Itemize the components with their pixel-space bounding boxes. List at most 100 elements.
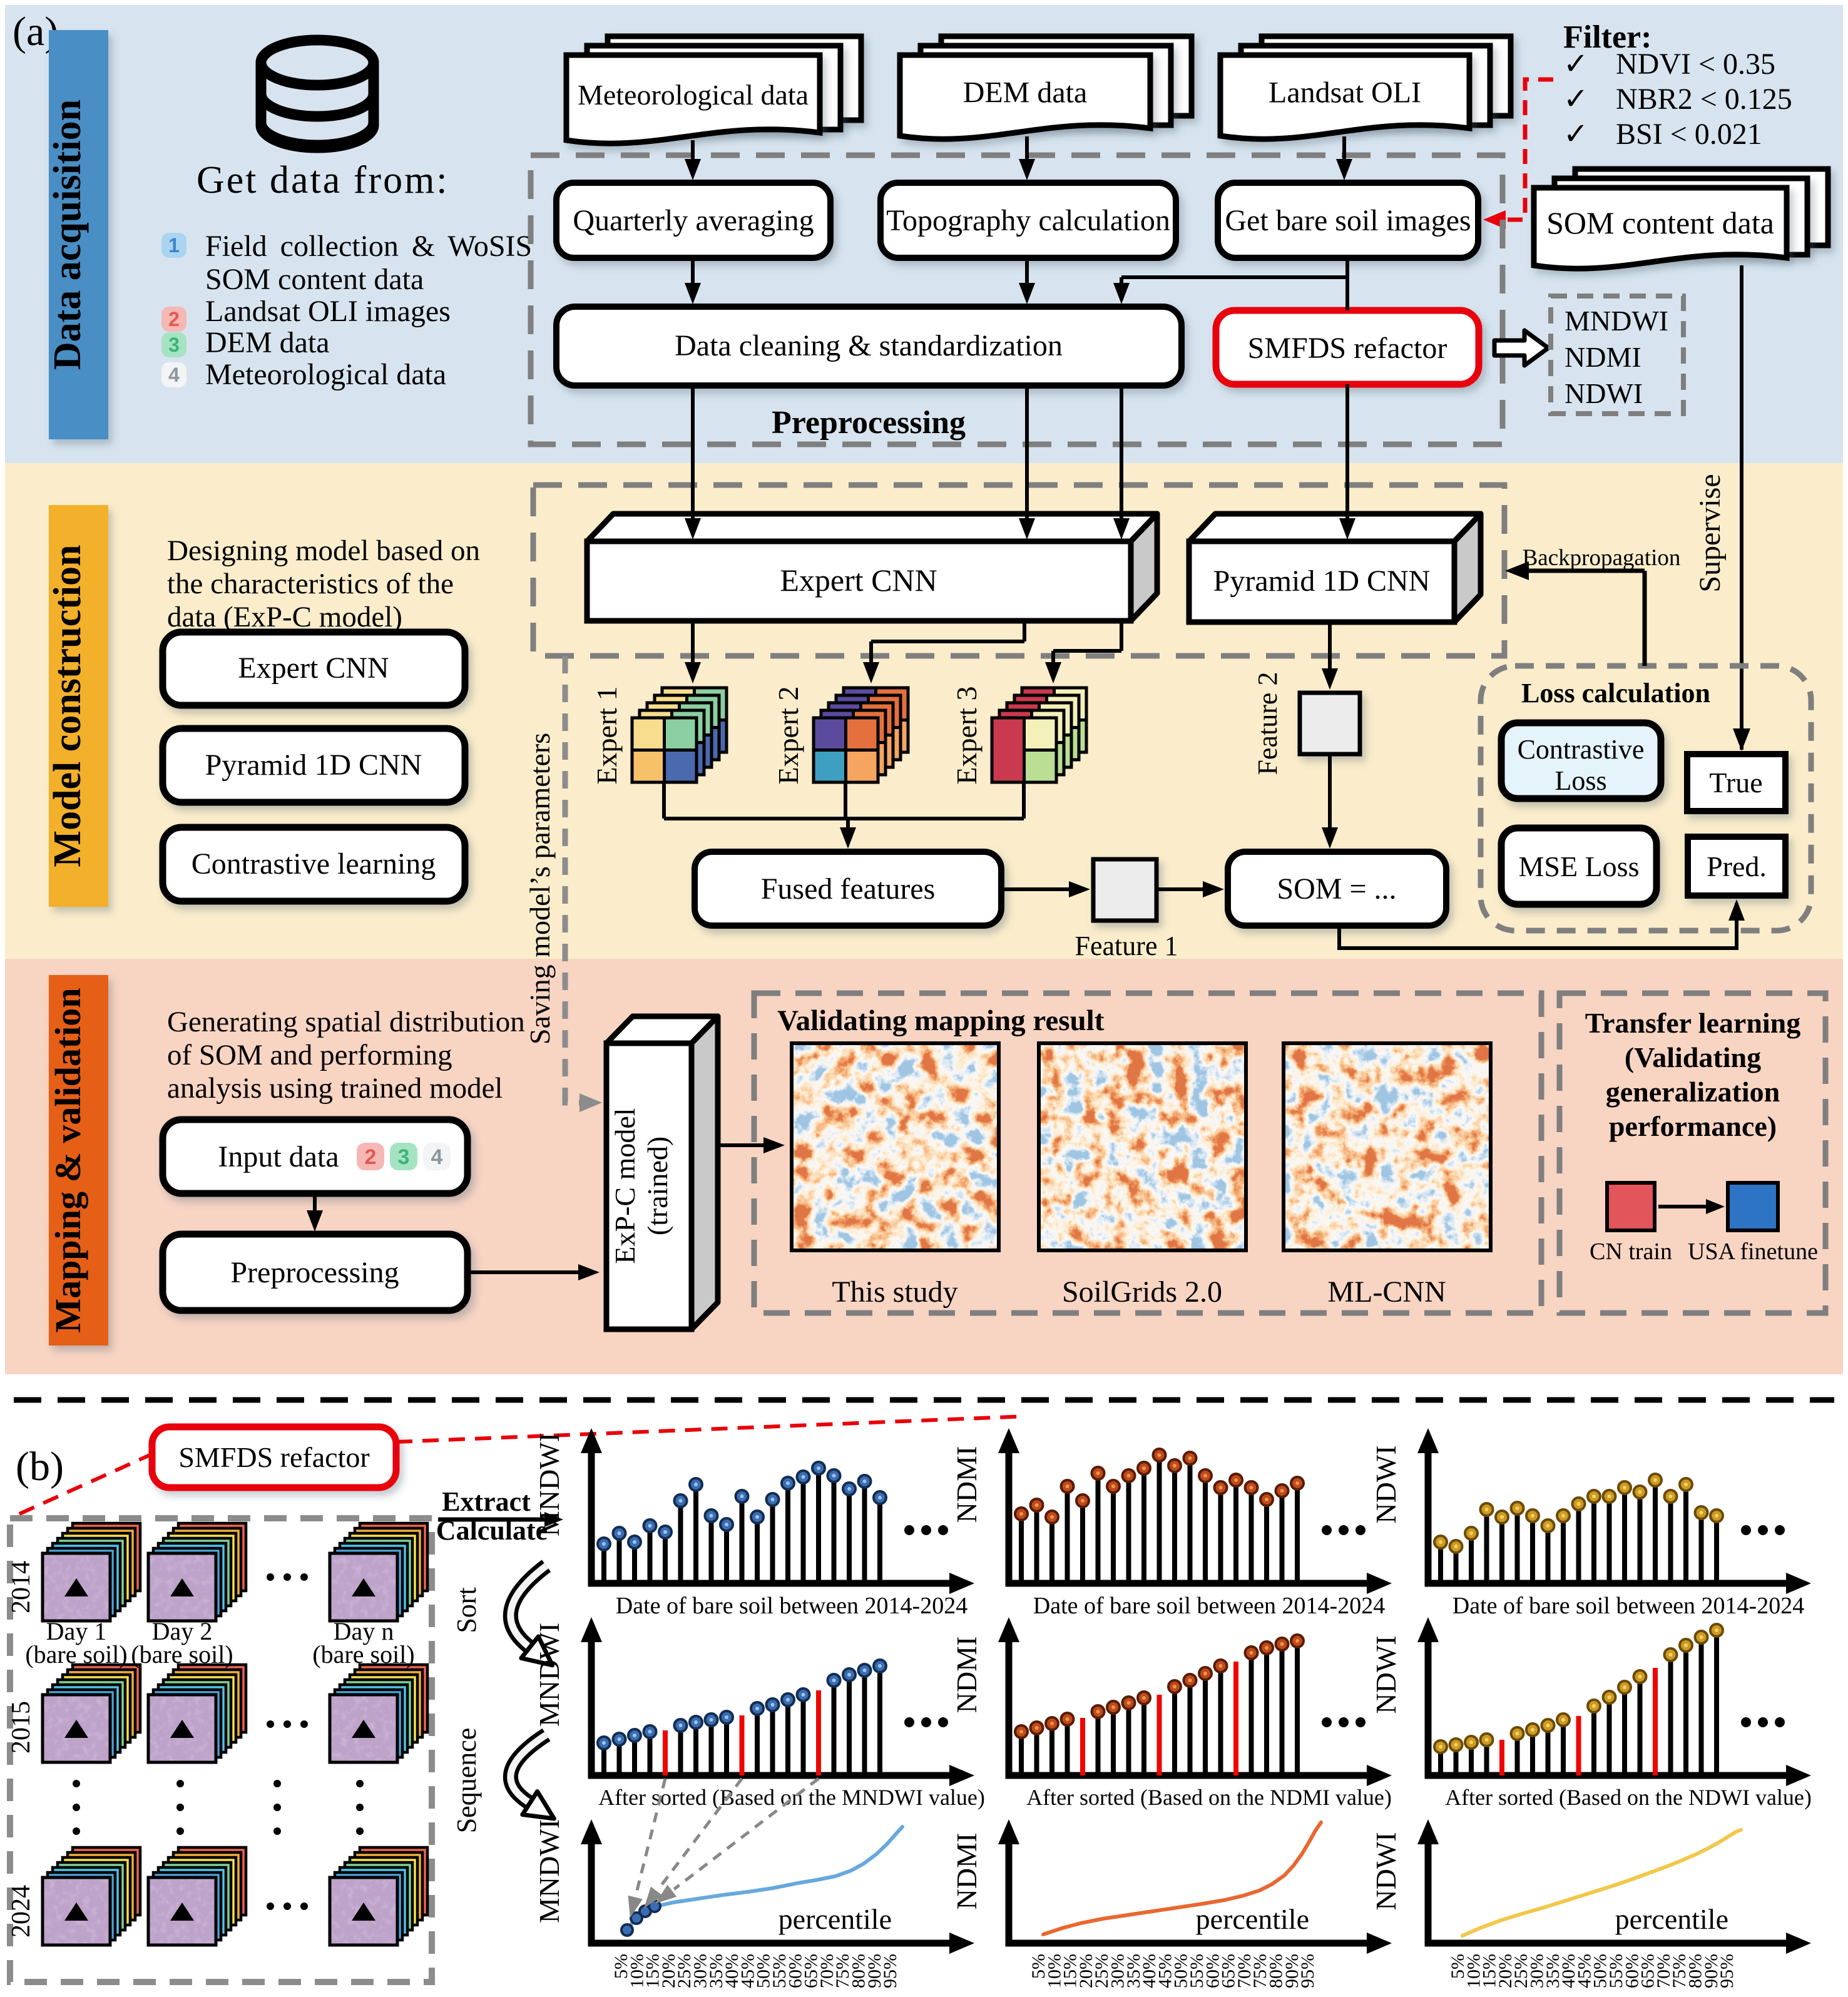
svg-text:60%: 60%: [1621, 1954, 1642, 1988]
svg-text:Expert 1: Expert 1: [591, 686, 623, 784]
svg-text:75%: 75%: [832, 1954, 853, 1988]
svg-text:Validating mapping result: Validating mapping result: [777, 1004, 1105, 1037]
svg-text:Topography calculation: Topography calculation: [886, 204, 1170, 237]
svg-text:Date of bare soil between 2014: Date of bare soil between 2014-2024: [1452, 1593, 1804, 1619]
svg-text:Expert CNN: Expert CNN: [238, 651, 389, 685]
svg-text:65%: 65%: [801, 1954, 822, 1988]
svg-text:Get data from:: Get data from:: [197, 159, 449, 202]
svg-text:SMFDS refactor: SMFDS refactor: [1248, 332, 1447, 365]
svg-text:10%: 10%: [1044, 1954, 1064, 1988]
svg-text:performance): performance): [1609, 1110, 1777, 1142]
svg-text:SOM = ...: SOM = ...: [1277, 872, 1396, 906]
svg-text:10%: 10%: [1463, 1954, 1484, 1988]
svg-text:55%: 55%: [769, 1954, 790, 1988]
svg-text:MNDWI: MNDWI: [533, 1819, 565, 1923]
svg-text:60%: 60%: [785, 1954, 805, 1988]
svg-text:45%: 45%: [1574, 1954, 1595, 1988]
svg-text:Supervise: Supervise: [1693, 474, 1727, 592]
svg-text:2015: 2015: [7, 1701, 36, 1754]
svg-text:60%: 60%: [1202, 1954, 1223, 1988]
svg-text:the characteristics of the: the characteristics of the: [167, 568, 454, 600]
svg-text:Landsat OLI: Landsat OLI: [1269, 76, 1421, 110]
svg-text:35%: 35%: [706, 1954, 727, 1988]
svg-text:Pyramid 1D CNN: Pyramid 1D CNN: [205, 748, 422, 782]
svg-text:percentile: percentile: [1196, 1903, 1309, 1935]
svg-text:Day n: Day n: [334, 1617, 394, 1645]
svg-text:2: 2: [168, 308, 180, 330]
svg-text:SoilGrids 2.0: SoilGrids 2.0: [1062, 1275, 1222, 1309]
svg-text:95%: 95%: [880, 1954, 901, 1988]
svg-text:Expert 2: Expert 2: [772, 686, 804, 784]
svg-text:SMFDS refactor: SMFDS refactor: [178, 1441, 369, 1473]
svg-text:30%: 30%: [1527, 1954, 1548, 1988]
svg-text:3: 3: [398, 1145, 410, 1169]
svg-text:35%: 35%: [1543, 1954, 1563, 1988]
svg-text:Model construction: Model construction: [46, 545, 89, 867]
svg-text:NDMI: NDMI: [951, 1637, 983, 1714]
svg-text:90%: 90%: [864, 1954, 885, 1988]
svg-text:True: True: [1709, 767, 1762, 799]
svg-text:analysis using trained model: analysis using trained model: [167, 1072, 503, 1105]
svg-text:✓: ✓: [1563, 83, 1588, 116]
svg-text:Sequence: Sequence: [451, 1728, 482, 1834]
svg-text:80%: 80%: [1685, 1954, 1706, 1988]
svg-text:After sorted (Based on the NDM: After sorted (Based on the NDMI value): [1026, 1785, 1392, 1810]
svg-text:Sort: Sort: [451, 1587, 482, 1633]
svg-text:Field collection & WoSIS: Field collection & WoSIS: [205, 230, 532, 263]
svg-text:Generating spatial distributio: Generating spatial distribution: [167, 1006, 525, 1038]
svg-text:20%: 20%: [1076, 1954, 1096, 1988]
svg-text:70%: 70%: [817, 1954, 837, 1988]
svg-text:3: 3: [168, 334, 180, 356]
svg-text:55%: 55%: [1606, 1954, 1626, 1988]
svg-text:55%: 55%: [1187, 1954, 1207, 1988]
svg-text:data (ExP-C model): data (ExP-C model): [167, 601, 402, 633]
svg-text:5%: 5%: [1447, 1954, 1468, 1979]
svg-text:75%: 75%: [1250, 1954, 1270, 1988]
svg-text:4: 4: [431, 1145, 443, 1169]
svg-text:50%: 50%: [1590, 1954, 1611, 1988]
svg-text:Feature 1: Feature 1: [1075, 931, 1178, 961]
svg-text:70%: 70%: [1234, 1954, 1255, 1988]
svg-text:This study: This study: [832, 1275, 957, 1309]
svg-text:Pyramid 1D CNN: Pyramid 1D CNN: [1213, 564, 1431, 598]
svg-text:NDMI: NDMI: [951, 1833, 983, 1910]
svg-text:Meteorological data: Meteorological data: [578, 79, 809, 111]
svg-text:(bare soil): (bare soil): [25, 1640, 127, 1668]
svg-text:Expert 3: Expert 3: [951, 686, 983, 784]
svg-text:MNDWI: MNDWI: [533, 1433, 565, 1536]
svg-text:percentile: percentile: [779, 1903, 892, 1935]
svg-text:75%: 75%: [1669, 1954, 1690, 1988]
svg-text:DEM data: DEM data: [205, 326, 330, 359]
svg-text:5%: 5%: [611, 1954, 631, 1979]
svg-text:(trained): (trained): [641, 1136, 673, 1235]
svg-text:Mapping & validation: Mapping & validation: [48, 988, 88, 1332]
svg-text:NDMI: NDMI: [1565, 341, 1641, 373]
svg-text:2: 2: [365, 1145, 377, 1169]
svg-text:90%: 90%: [1701, 1954, 1722, 1988]
svg-text:Saving model’s parameters: Saving model’s parameters: [524, 733, 556, 1044]
svg-text:Loss: Loss: [1554, 765, 1606, 796]
svg-text:Transfer learning: Transfer learning: [1585, 1007, 1801, 1039]
svg-text:5%: 5%: [1028, 1954, 1049, 1979]
svg-text:ML-CNN: ML-CNN: [1327, 1275, 1446, 1309]
svg-text:DEM data: DEM data: [963, 76, 1088, 110]
svg-text:Meteorological data: Meteorological data: [205, 358, 446, 391]
svg-text:NDWI: NDWI: [1565, 377, 1643, 409]
svg-text:After sorted (Based on the MND: After sorted (Based on the MNDWI value): [598, 1785, 985, 1810]
svg-text:NDWI: NDWI: [1370, 1832, 1402, 1910]
svg-text:percentile: percentile: [1615, 1903, 1728, 1935]
svg-text:ExP-C model: ExP-C model: [609, 1108, 641, 1264]
svg-text:(b): (b): [16, 1444, 64, 1489]
svg-text:1: 1: [168, 234, 180, 257]
svg-text:40%: 40%: [1558, 1954, 1579, 1988]
svg-text:Loss calculation: Loss calculation: [1521, 678, 1710, 708]
svg-text:Expert CNN: Expert CNN: [780, 563, 937, 598]
svg-text:20%: 20%: [658, 1954, 679, 1988]
svg-text:10%: 10%: [626, 1954, 647, 1988]
svg-text:SOM content data: SOM content data: [205, 263, 424, 296]
svg-text:Pred.: Pred.: [1707, 850, 1767, 882]
svg-text:15%: 15%: [643, 1954, 663, 1988]
svg-text:45%: 45%: [737, 1954, 758, 1988]
svg-text:Filter:: Filter:: [1563, 19, 1651, 55]
svg-text:4: 4: [168, 364, 180, 386]
